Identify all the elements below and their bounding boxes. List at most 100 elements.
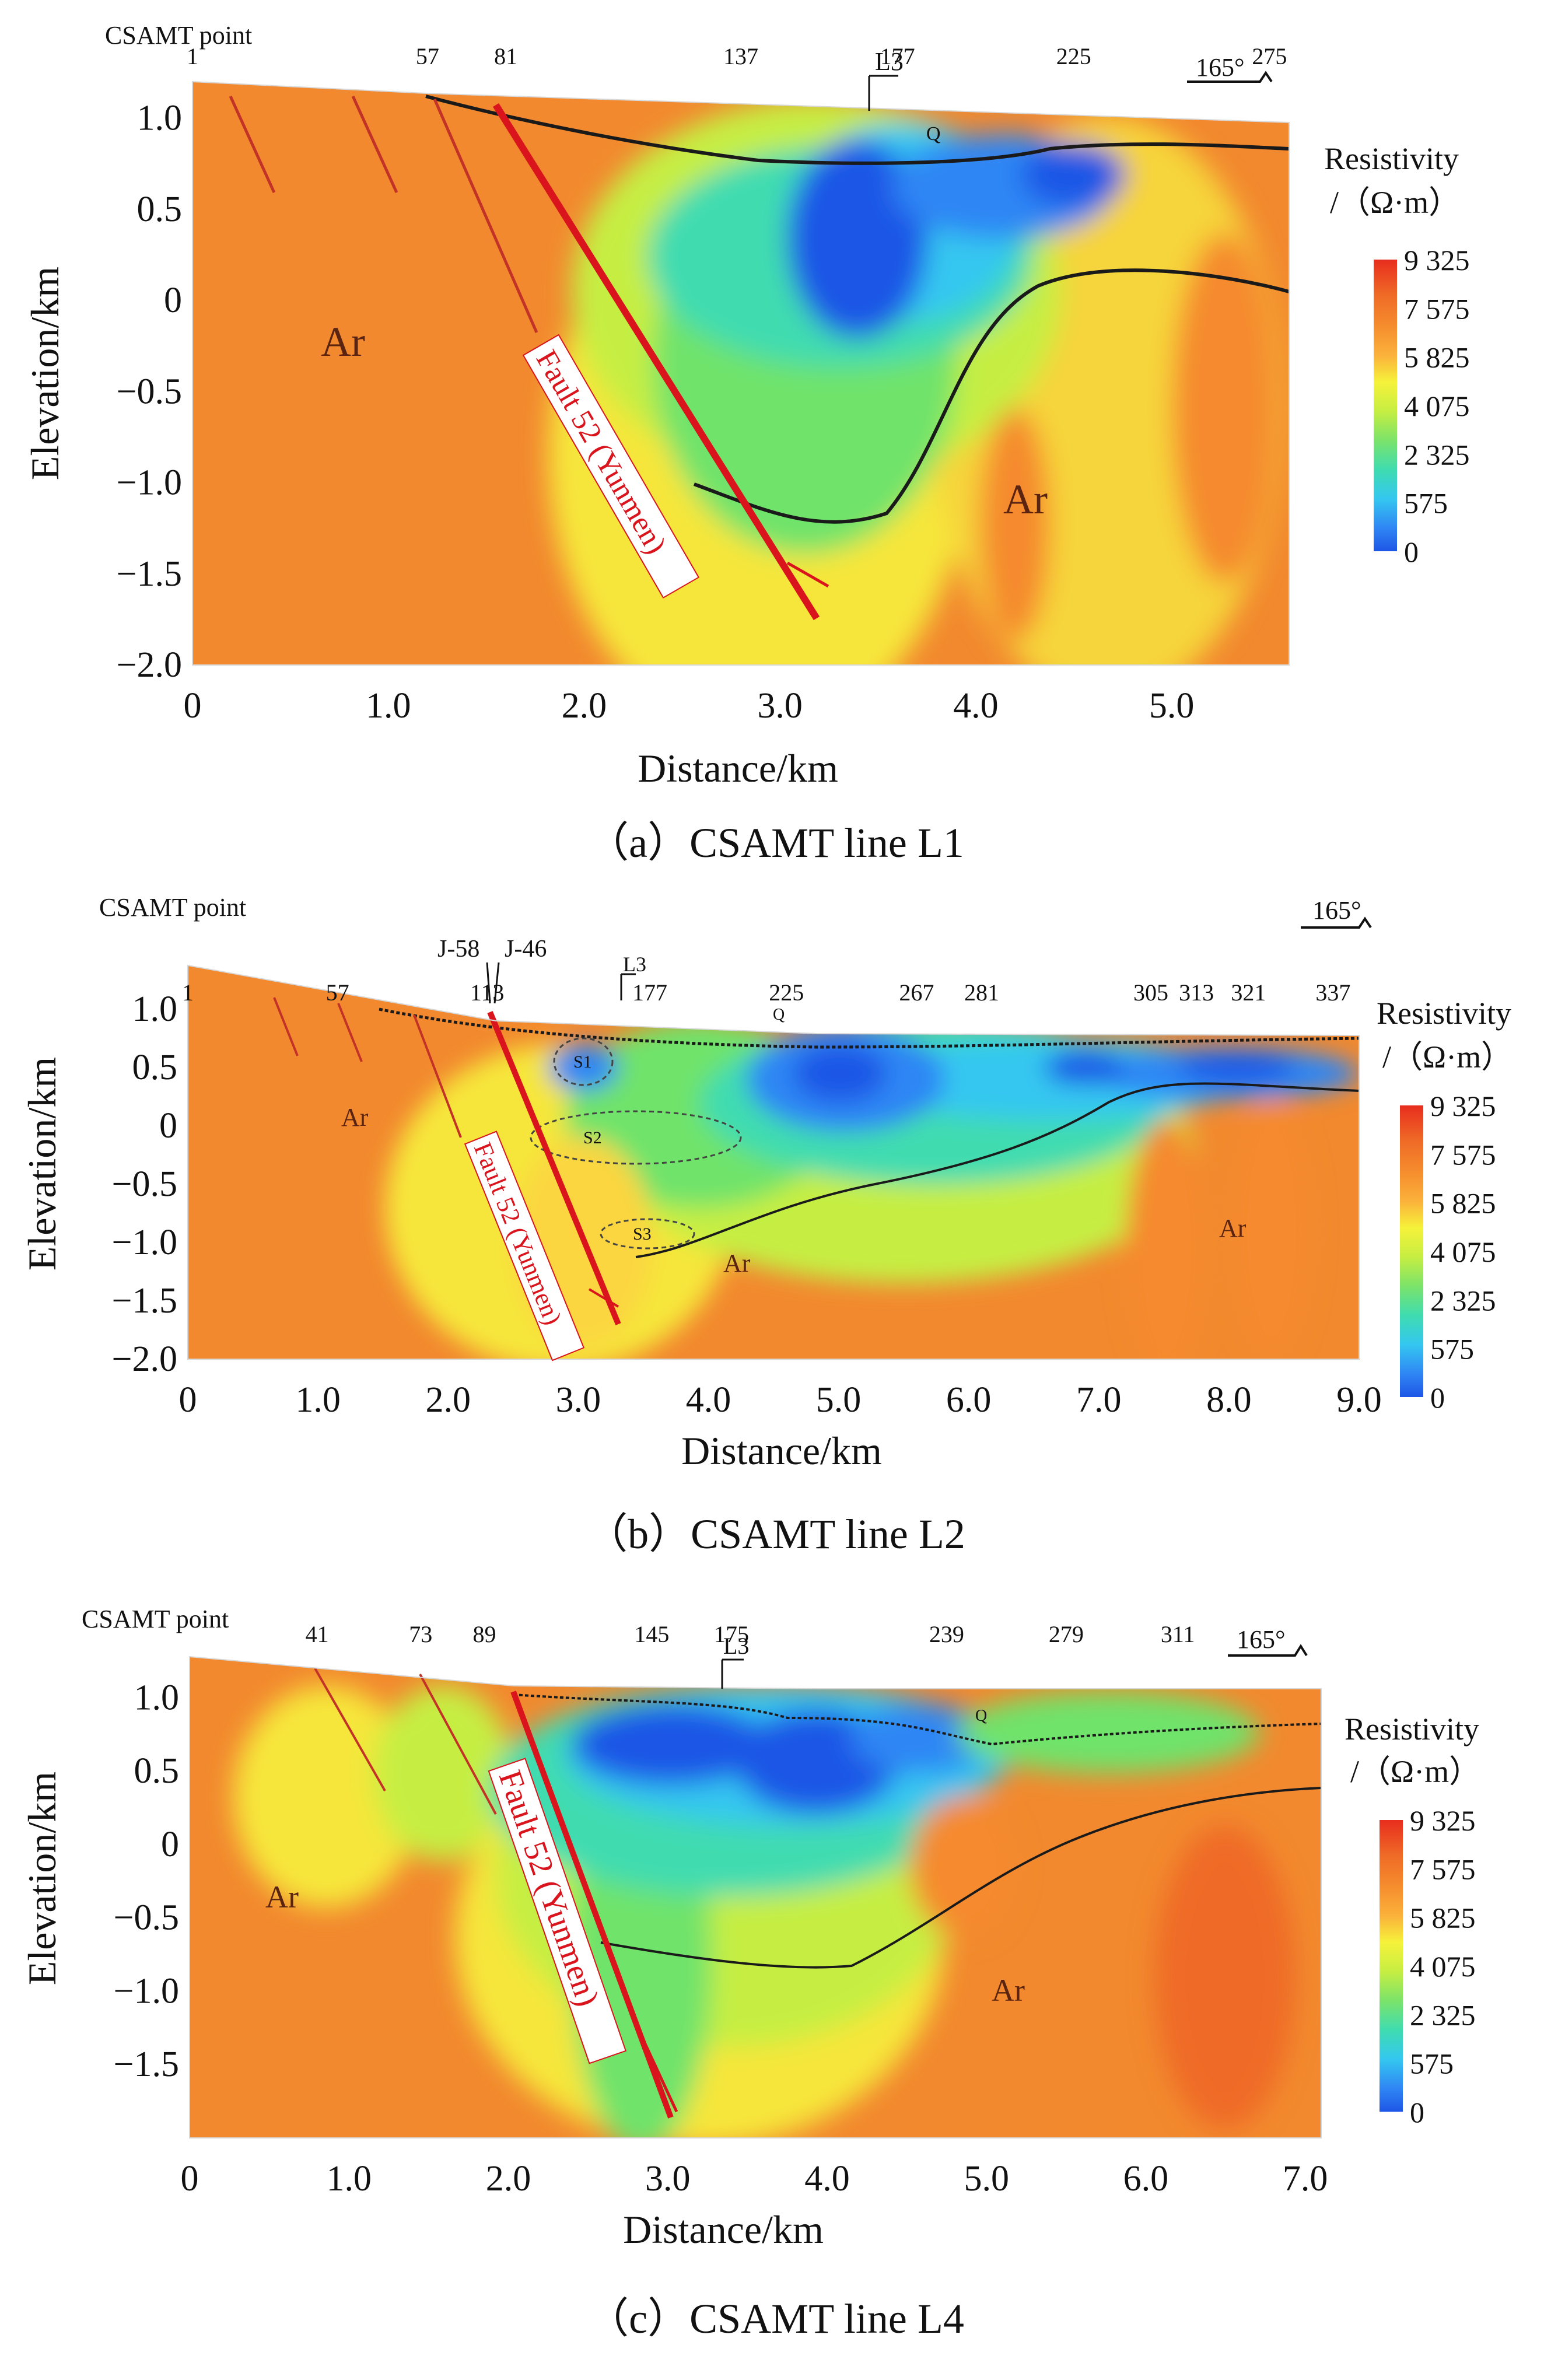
- panel-c-section: [190, 1657, 1321, 2138]
- panel-a-y-tick-label: −2.0: [117, 645, 182, 685]
- panel-a-caption: （a）CSAMT line L1: [587, 820, 964, 866]
- panel-a-colorbar: [1374, 260, 1397, 551]
- panel-a-fault-small-2: [351, 95, 398, 194]
- panel-a-ar-right: Ar: [1003, 476, 1048, 523]
- panel-c-point-label: 279: [1049, 1621, 1084, 1647]
- panel-b-well-1: J-58: [437, 936, 479, 963]
- panel-a-y-tick-label: 0: [164, 281, 182, 320]
- panel-c-point-label: 73: [409, 1621, 432, 1647]
- panel-a-x-tick-label: 5.0: [1149, 686, 1195, 726]
- panel-c-azimuth: 165°: [1237, 1625, 1286, 1654]
- panel-a-cb-tick-label: 7 575: [1404, 292, 1470, 325]
- panel-b-x-tick-label: 5.0: [816, 1380, 862, 1420]
- panel-c-cb-tick-label: 4 075: [1410, 1950, 1476, 1983]
- panel-c-cb-tick-label: 5 825: [1410, 1902, 1476, 1934]
- panel-a: CSAMT point 1 57 81 137 177 225 275 L3 165° Q …: [0, 0, 1551, 866]
- panel-a-cb-tick-label: 2 325: [1404, 438, 1470, 471]
- panel-a-basin-boundary: [693, 268, 1290, 524]
- panel-b-y-tick-label: −1.5: [112, 1281, 177, 1321]
- panel-a-point-label: 1: [187, 43, 198, 69]
- panel-b-cb-ticks: 9 325 7 575 5 825 4 075 2 325 575 0: [1430, 1090, 1496, 1414]
- panel-b-cb-tick-label: 0: [1430, 1381, 1445, 1414]
- panel-b-points: 1 57 113 177 225 267 281 305 313 321 337: [182, 979, 1350, 1006]
- panel-b-y-tick-label: 0.5: [132, 1048, 178, 1087]
- panel-a-x-tick-label: 2.0: [562, 686, 607, 726]
- panel-b-l3-label: L3: [623, 953, 646, 976]
- panel-a-q-label: Q: [926, 123, 941, 145]
- panel-b-sub-1: S1: [573, 1052, 592, 1072]
- panel-b-cb-tick-label: 2 325: [1430, 1284, 1496, 1317]
- panel-b-well-2: J-46: [505, 936, 547, 963]
- panel-a-y-tick-label: −0.5: [117, 372, 182, 411]
- panel-a-point-label: 275: [1252, 43, 1287, 69]
- panel-a-csamt-label: CSAMT point: [105, 21, 252, 50]
- panel-b-fault-small-2: [337, 1003, 363, 1062]
- panel-b-colorbar: [1400, 1105, 1423, 1397]
- panel-c-y-tick-label: 0: [161, 1825, 179, 1864]
- panel-a-x-tick-label: 1.0: [366, 686, 411, 726]
- panel-b-x-tick-label: 6.0: [946, 1380, 992, 1420]
- panel-a-x-tick-label: 0: [184, 686, 202, 726]
- panel-b-cb-tick-label: 9 325: [1430, 1090, 1496, 1122]
- panel-b-fault-52: [487, 1011, 621, 1325]
- panel-b-section: [188, 965, 1359, 1359]
- panel-b-ar-2: Ar: [723, 1249, 751, 1278]
- panel-b-fault-small-1: [273, 997, 299, 1056]
- panel-b-point-label: 305: [1133, 979, 1168, 1006]
- panel-b-y-ticks: 1.0 0.5 0 −0.5 −1.0 −1.5 −2.0: [112, 989, 177, 1379]
- panel-a-point-label: 137: [723, 43, 758, 69]
- panel-b-sub-3: S3: [633, 1224, 652, 1244]
- panel-c-x-tick-label: 4.0: [804, 2159, 850, 2199]
- panel-c-point-label: 145: [634, 1621, 669, 1647]
- panel-b-svg: CSAMT point 1 57 113 177 225 267 281 305 313 321 3…: [20, 893, 1513, 1473]
- panel-c-x-ticks: 0 1.0 2.0 3.0 4.0 5.0 6.0 7.0: [181, 2159, 1328, 2199]
- panel-a-cb-tick-label: 5 825: [1404, 341, 1470, 374]
- panel-b-x-tick-label: 7.0: [1076, 1380, 1122, 1420]
- panel-b-x-tick-label: 8.0: [1206, 1380, 1252, 1420]
- panel-a-cb-title-2: /（Ω·m）: [1330, 185, 1460, 220]
- panel-c-point-label: 175: [714, 1621, 749, 1647]
- panel-b-ar-3: Ar: [1219, 1214, 1247, 1242]
- panel-b-q-label: Q: [773, 1006, 785, 1024]
- panel-a-point-label: 177: [880, 43, 915, 69]
- panel-a-cb-title-1: Resistivity: [1324, 141, 1459, 176]
- panel-b-ar-1: Ar: [341, 1103, 369, 1132]
- panel-b-x-tick-label: 0: [179, 1380, 197, 1420]
- panel-b-fault-arrow: [588, 1288, 619, 1308]
- panel-c-ylabel: Elevation/km: [20, 1772, 64, 1985]
- panel-c-cb-tick-label: 7 575: [1410, 1853, 1476, 1885]
- panel-c-ar-2: Ar: [992, 1973, 1025, 2008]
- panel-a-point-label: 225: [1056, 43, 1091, 69]
- panel-c-y-tick-label: 0.5: [134, 1751, 180, 1791]
- panel-b-cb-tick-label: 575: [1430, 1333, 1474, 1366]
- panel-a-section: [192, 82, 1289, 665]
- panel-c-fault-small-1: [314, 1668, 386, 1791]
- panel-b-point-label: 313: [1179, 979, 1214, 1006]
- panel-b-x-tick-label: 2.0: [425, 1380, 471, 1420]
- panel-c-y-ticks: 1.0 0.5 0 −0.5 −1.0 −1.5: [114, 1678, 179, 2084]
- panel-b-y-tick-label: −1.0: [112, 1223, 177, 1262]
- panel-c-x-tick-label: 1.0: [326, 2159, 372, 2199]
- panel-b-point-label: 281: [964, 979, 999, 1006]
- panel-c-point-label: 311: [1161, 1621, 1195, 1647]
- panel-b-cb-tick-label: 7 575: [1430, 1138, 1496, 1171]
- panel-b: CSAMT point 1 57 113 177 225 267 281 305 313 321 3…: [0, 881, 1551, 1662]
- panel-a-azimuth: 165°: [1196, 53, 1245, 82]
- panel-a-cb-tick-label: 9 325: [1404, 244, 1470, 276]
- panel-c-top-boundary: [513, 1693, 1322, 1746]
- panel-a-cb-tick-label: 575: [1404, 487, 1448, 520]
- panel-c-colorbar: [1380, 1820, 1403, 2112]
- panel-c-csamt-label: CSAMT point: [82, 1605, 229, 1633]
- panel-b-point-label: 113: [470, 979, 505, 1006]
- panel-c-basin-boundary: [600, 1787, 1322, 1969]
- panel-c-y-tick-label: −1.0: [114, 1971, 179, 2011]
- panel-b-x-tick-label: 4.0: [686, 1380, 731, 1420]
- panel-c-q-label: Q: [975, 1707, 987, 1725]
- panel-c-point-label: 41: [306, 1621, 329, 1647]
- panel-a-fault-arrow: [786, 561, 829, 588]
- panel-b-caption: （b）CSAMT line L2: [586, 1511, 965, 1558]
- panel-a-y-tick-label: −1.5: [117, 554, 182, 594]
- panel-c-point-label: 239: [929, 1621, 964, 1647]
- panel-a-x-ticks: 0 1.0 2.0 3.0 4.0 5.0: [184, 686, 1195, 726]
